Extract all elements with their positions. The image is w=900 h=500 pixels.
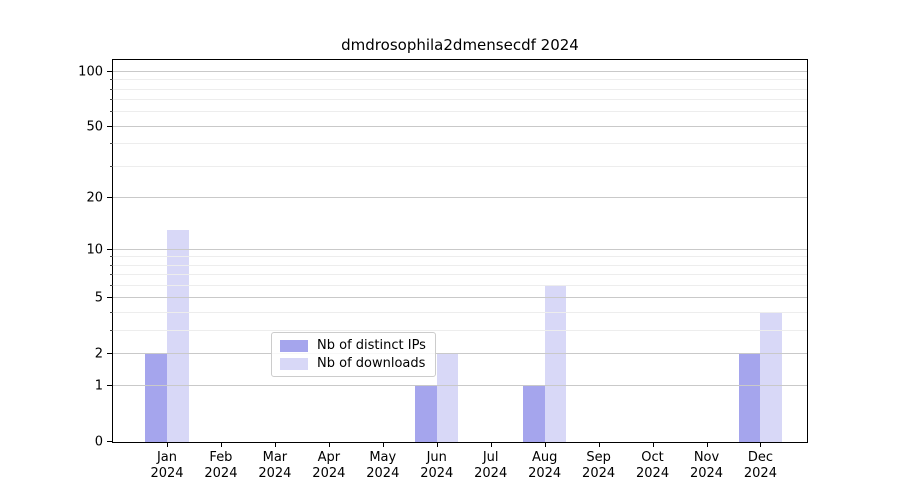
x-tick-mark [274,442,276,447]
gridline-minor [113,88,807,90]
x-tick-label: Feb 2024 [204,450,238,481]
y-minor-tick-mark [110,284,113,286]
y-tick-mark [107,441,113,442]
bar-downloads [167,230,189,442]
gridline-major [113,70,807,72]
y-minor-tick-mark [110,79,113,81]
y-tick-label: 100 [78,64,103,80]
x-tick-label: Mar 2024 [258,450,292,481]
plot-area: 0 1 2 5 10 20 50 100 Jan 2024 Feb 2024 Mar 2024 Apr 202… [78,59,808,481]
x-tick-mark [544,442,546,447]
x-tick-mark [382,442,384,447]
gridline-minor [113,256,807,258]
bar-distinct-ips [145,353,167,442]
y-minor-tick-mark [110,256,113,258]
y-tick-label: 50 [86,119,103,135]
y-tick-label: 0 [94,434,103,450]
y-tick-mark [107,297,113,299]
x-tick-mark [167,442,168,447]
gridline-minor [113,165,807,167]
x-tick-label: Jun 2024 [420,450,454,481]
bar-distinct-ips [523,386,545,442]
x-tick-mark [328,442,330,447]
x-tick-label: Jan 2024 [150,450,184,481]
legend-item: Nb of downloads [280,356,426,371]
gridline-minor [113,329,807,331]
y-tick-mark [107,125,113,127]
gridline-major [113,297,807,299]
gridline-major [113,385,807,387]
legend-label: Nb of downloads [317,356,426,371]
gridline-minor [113,79,807,81]
y-minor-tick-mark [110,329,113,331]
y-tick-label: 1 [94,378,103,394]
legend-item: Nb of distinct IPs [280,338,426,353]
x-tick-label: Oct 2024 [636,450,670,481]
x-tick-label: Sep 2024 [582,450,616,481]
gridline-minor [113,99,807,101]
gridline-minor [113,111,807,113]
x-tick-label: Jul 2024 [474,450,508,481]
x-tick-mark [760,442,762,447]
gridline-minor [113,284,807,286]
bar-downloads [544,285,567,442]
x-tick-mark [706,442,708,447]
y-tick-mark [107,196,113,198]
y-minor-tick-mark [110,111,113,113]
y-tick-mark [107,352,113,354]
gridline-minor [113,311,807,313]
y-tick-label: 10 [86,242,103,258]
y-minor-tick-mark [110,264,113,266]
y-tick-label: 20 [86,190,103,206]
x-tick-mark [652,442,654,447]
bar-distinct-ips [738,353,761,442]
x-tick-mark [436,442,438,447]
x-tick-label: May 2024 [366,450,400,481]
y-tick-mark [107,248,113,250]
gridline-major [113,125,807,127]
gridline-minor [113,143,807,145]
gridline-minor [113,264,807,266]
y-minor-tick-mark [110,165,113,167]
legend-swatch [280,339,308,352]
gridline-major [113,248,807,250]
x-tick-mark [490,442,492,447]
legend-swatch [280,357,308,370]
bar-downloads [436,353,459,442]
y-minor-tick-mark [110,143,113,145]
x-tick-label: Aug 2024 [528,450,562,481]
y-minor-tick-mark [110,311,113,313]
y-minor-tick-mark [110,88,113,90]
x-tick-label: Nov 2024 [689,450,724,481]
x-tick-label: Apr 2024 [312,450,346,481]
gridline-minor [113,274,807,276]
gridline-major [113,196,807,198]
bar-downloads [760,312,783,442]
y-tick-mark [107,70,113,72]
bar-distinct-ips [415,386,437,442]
gridline-major [113,352,807,354]
x-tick-mark [220,442,222,447]
y-tick-mark [107,385,113,387]
legend: Nb of distinct IPs Nb of downloads [271,332,436,377]
x-tick-mark [598,442,600,447]
y-tick-label: 5 [94,290,103,306]
y-minor-tick-mark [110,99,113,101]
y-tick-label: 2 [94,346,103,362]
chart-title: dmdrosophila2dmensecdf 2024 [341,36,579,54]
legend-label: Nb of distinct IPs [317,338,426,353]
y-minor-tick-mark [110,274,113,276]
x-tick-label: Dec 2024 [743,450,777,481]
